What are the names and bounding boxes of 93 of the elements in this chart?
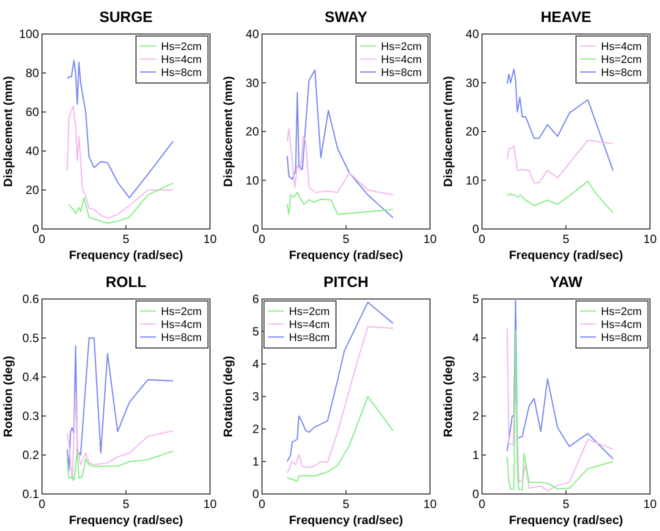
x-tick-label: 10 [203,232,217,246]
legend-label: Hs=8cm [601,332,642,344]
y-tick-label: 0 [252,487,260,502]
y-tick-label: 0.2 [22,448,40,462]
chart-title: SURGE [99,9,153,26]
y-axis-title: Rotation (deg) [441,356,455,438]
legend-label: Hs=4cm [381,54,422,66]
line-series [506,140,614,184]
x-tick-label: 10 [643,497,657,511]
y-axis-title: Displacement (mm) [1,76,15,187]
x-tick-label: 5 [562,232,570,246]
y-tick-label: 0.1 [22,487,40,502]
legend-label: Hs=8cm [289,332,330,344]
line-series [66,106,174,219]
chart-title: HEAVE [540,9,592,26]
legend-label: Hs=8cm [381,67,422,79]
legend-label: Hs=4cm [161,319,202,331]
legend-label: Hs=2cm [161,306,202,318]
legend-label: Hs=8cm [601,67,642,79]
legend-label: Hs=4cm [601,41,642,53]
y-tick-label: 4 [472,331,480,346]
y-tick-label: 3 [252,390,260,404]
y-tick-label: 2 [472,409,480,424]
x-tick-label: 10 [423,497,437,511]
x-axis-title: Frequency (rad/sec) [288,248,404,262]
x-tick-label: 5 [342,232,350,246]
line-series [286,396,394,482]
x-axis-title: Frequency (rad/sec) [508,513,624,527]
x-axis-title: Frequency (rad/sec) [288,513,404,527]
y-tick-label: 0 [472,222,480,236]
legend-label: Hs=8cm [161,332,202,344]
x-axis-title: Frequency (rad/sec) [68,248,184,262]
y-axis-title: Displacement (mm) [221,76,235,187]
x-tick-label: 5 [562,497,570,511]
line-series [286,192,394,215]
legend-label: Hs=2cm [289,306,330,318]
x-tick-label: 10 [423,232,437,246]
y-tick-label: 20 [466,124,480,139]
y-tick-label: 5 [472,292,480,306]
chart-title: SWAY [324,9,368,26]
y-tick-label: 4 [252,357,260,372]
line-series [286,128,394,196]
y-tick-label: 40 [26,144,40,158]
y-axis-title: Displacement (mm) [441,76,455,187]
legend-label: Hs=8cm [161,67,202,79]
y-tick-label: 1 [472,448,480,462]
legend-label: Hs=2cm [381,41,422,53]
y-tick-label: 40 [466,27,480,42]
y-tick-label: 6 [252,292,260,306]
y-tick-label: 0.4 [22,370,40,384]
y-tick-label: 10 [246,173,260,188]
chart-title: ROLL [106,274,146,291]
y-axis-title: Rotation (deg) [221,356,235,438]
y-tick-label: 0.6 [22,292,40,306]
line-series [286,302,394,462]
y-tick-label: 0.3 [22,409,40,424]
y-tick-label: 0 [252,222,260,236]
chart-title: PITCH [324,274,368,291]
y-tick-label: 30 [466,76,480,90]
legend-label: Hs=2cm [601,306,642,318]
legend-label: Hs=4cm [289,319,330,331]
x-tick-label: 5 [122,497,130,511]
legend-label: Hs=4cm [161,54,202,66]
y-tick-label: 100 [18,27,40,42]
x-axis-title: Frequency (rad/sec) [508,248,624,262]
x-tick-label: 5 [122,232,130,246]
x-tick-label: 10 [203,497,217,511]
y-tick-label: 3 [472,370,480,384]
y-tick-label: 10 [466,173,480,188]
y-tick-label: 5 [252,324,260,339]
x-tick-label: 10 [643,232,657,246]
y-tick-label: 1 [252,454,260,469]
line-series [66,450,174,481]
legend-label: Hs=4cm [601,319,642,331]
legend-label: Hs=2cm [161,41,202,53]
chart-title: YAW [550,274,584,291]
y-tick-label: 40 [246,27,260,42]
line-series [506,180,614,214]
y-tick-label: 30 [246,76,260,90]
y-tick-label: 80 [26,66,40,80]
y-axis-title: Rotation (deg) [1,356,15,438]
y-tick-label: 0 [472,487,480,502]
y-tick-label: 2 [252,422,260,436]
x-axis-title: Frequency (rad/sec) [68,513,184,527]
y-tick-label: 0.5 [22,331,40,346]
y-tick-label: 20 [246,124,260,139]
legend-label: Hs=2cm [601,54,642,66]
line-series [68,182,174,224]
y-tick-label: 20 [26,183,40,198]
y-tick-label: 0 [32,222,40,236]
y-tick-label: 60 [26,105,40,120]
x-tick-label: 5 [342,497,350,511]
line-series [66,392,174,481]
